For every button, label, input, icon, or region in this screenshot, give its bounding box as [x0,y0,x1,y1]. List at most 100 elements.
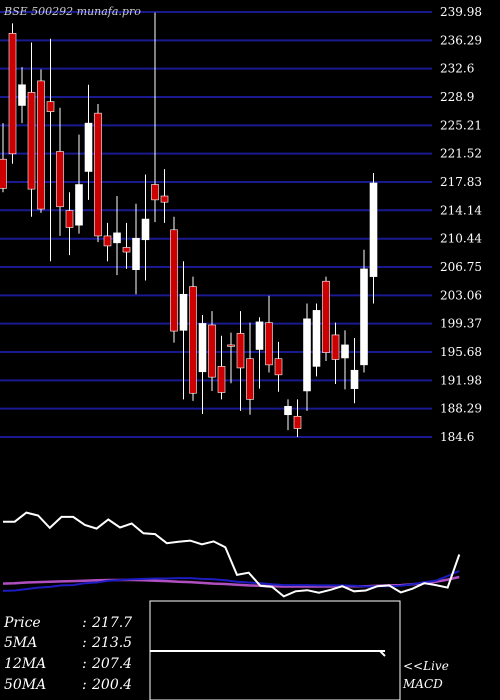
price-tick-label: 232.6 [440,62,474,76]
candle-body-up [113,232,121,244]
candle [103,222,112,262]
candle [113,196,121,276]
price-tick-label: 188.29 [440,402,482,416]
ma5-sep: : [82,635,87,651]
candle [46,38,55,262]
ma50-label: 50MA [4,677,46,693]
candle-body-down [56,151,64,208]
ma50-sep: : [82,677,87,693]
price-label: Price [3,615,41,631]
candle-body-down [236,333,245,369]
candle-body-up [312,310,321,367]
price-tick-label: 184.6 [440,430,474,444]
candle-body-down [208,324,216,378]
candle-body-down [46,101,55,112]
candle-body-down [322,280,330,353]
candle [255,317,264,389]
price-tick-label: 203.06 [440,288,482,302]
candle [27,42,36,217]
candle-body-up [350,369,359,389]
candle-body-down [170,229,178,332]
candle [18,67,26,124]
candle [369,173,378,304]
price-sep: : [82,615,87,631]
candle [331,322,340,385]
candle [322,276,330,362]
price-tick-label: 206.75 [440,260,482,274]
price-tick-label: 239.98 [440,5,482,19]
ma50-value: 200.4 [91,677,132,693]
price-tick-label: 191.98 [440,373,482,387]
candle [75,134,83,234]
candle [189,276,197,401]
candle-body-up [369,182,378,277]
candle [274,341,283,392]
candle [179,261,188,400]
candle-body-up [198,323,207,373]
candle [65,192,74,256]
price-tick-label: 199.37 [440,317,482,331]
candles [0,12,378,437]
candle-body-up [18,84,26,106]
candle [8,23,17,164]
candle-body-down [274,358,283,376]
candle [37,69,45,213]
indicator-short-line [3,511,461,598]
candle-body-up [84,122,93,172]
candle [312,303,321,377]
candle-body-down [0,158,7,189]
candle [341,330,349,390]
candle [246,322,254,415]
candle-body-up [132,237,140,271]
candle-body-down [94,112,102,237]
candle-body-up [179,293,188,331]
candle [170,216,178,343]
candle-body-down [65,210,74,228]
price-tick-label: 214.14 [440,203,482,217]
price-tick-label: 210.44 [440,232,482,246]
candle [360,249,368,373]
watermark: BSE 500292 munafa.pro [3,5,141,18]
ma12-label: 12MA [4,656,46,672]
indicator-panel [2,511,461,598]
legend: Price : 217.7 5MA : 213.5 12MA : 207.4 5… [3,615,132,693]
candle [94,103,102,243]
candle-body-down [103,235,112,247]
candle-body-down [160,195,169,203]
price-tick-label: 221.52 [440,147,482,161]
candle-body-down [37,80,45,210]
candle [0,123,7,193]
candle-body-up [255,321,264,350]
ma5-label: 5MA [4,635,37,651]
candle [56,107,64,236]
candle-body-up [303,318,311,392]
macd-line-tail [379,650,386,657]
candle-body-down [151,184,159,201]
candle-body-up [341,344,349,359]
live-label: <<Live [403,659,449,673]
candle [350,338,359,404]
candle [151,12,159,223]
candle-body-down [27,92,36,190]
candle-body-up [75,184,83,226]
candle-body-down [246,358,254,400]
candle [84,84,93,200]
price-value: 217.7 [91,615,132,631]
candle [122,222,131,269]
candle [141,174,150,281]
ma12-value: 207.4 [91,656,132,672]
price-tick-label: 228.9 [440,90,474,104]
candle [160,169,169,223]
candle [303,303,311,411]
price-tick-label: 195.68 [440,345,482,359]
candle [265,295,273,373]
price-tick-label: 217.83 [440,175,482,189]
candle-body-up [360,268,368,366]
candle [132,203,140,295]
candle [293,399,302,437]
ma5-value: 213.5 [91,635,132,651]
candle-body-up [141,218,150,241]
candle-body-down [293,415,302,429]
